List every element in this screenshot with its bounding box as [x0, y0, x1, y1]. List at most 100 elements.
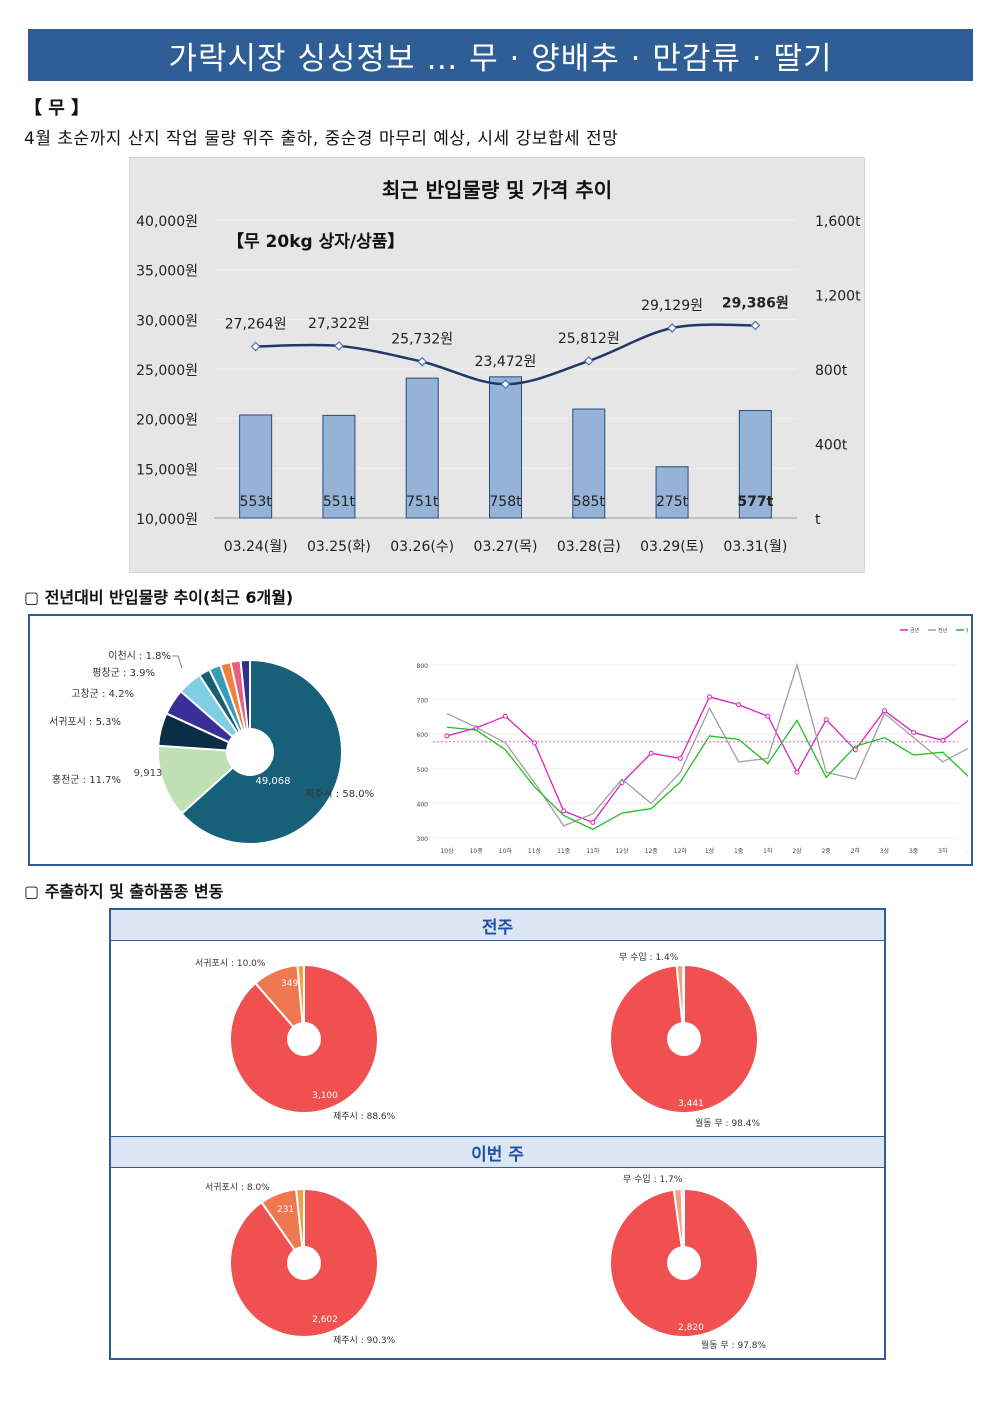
price-label: 29,129원	[641, 298, 703, 314]
pie-value-label: 2,602	[312, 1315, 338, 1325]
x-tick: 2상	[792, 847, 802, 855]
pie-value-label: 3,100	[312, 1091, 338, 1101]
pie-slice	[680, 1187, 685, 1264]
bar-label: 275t	[656, 494, 689, 510]
bar-label: 577t	[737, 494, 773, 510]
this-week-band: 이번 주	[111, 1136, 884, 1168]
this-week-variety-pie: 무 수입 : 1.7% 2,820 월동 무 : 97.8%	[609, 1173, 766, 1351]
x-tick: 12상	[615, 847, 629, 855]
price-label: 29,386원	[722, 295, 789, 311]
pie-outer-label: 제주시 : 58.0%	[305, 788, 374, 800]
y-tick: 700	[417, 698, 429, 705]
x-tick: 1중	[734, 848, 744, 855]
x-tick: 2중	[821, 848, 831, 855]
prev-week-band: 전주	[111, 910, 884, 941]
price-point	[334, 341, 344, 351]
legend-label: 평년	[966, 627, 968, 634]
price-point	[667, 323, 677, 333]
x-tick: 4상	[967, 847, 968, 855]
yearly-line-chart: 800 700 600 500 400 300 10상 10중 10하 11상 11중 11하 12상 1…	[417, 627, 968, 855]
bar-label: 751t	[406, 494, 439, 510]
x-tick: 1상	[705, 847, 715, 855]
price-point	[583, 356, 594, 366]
pie-slice	[296, 963, 305, 1040]
pie-outer-label: 고창군 : 4.2%	[71, 688, 134, 700]
series-point	[911, 729, 917, 735]
price-label: 25,732원	[391, 332, 453, 348]
pie-hole	[287, 1022, 321, 1056]
series-point	[590, 819, 596, 825]
pie-slice	[157, 744, 253, 816]
pie-outer-label: 월동 무 : 97.8%	[701, 1339, 766, 1351]
chart-inner-label: 【무 20kg 상자/상품】	[227, 231, 404, 252]
pie-outer-label: 제주시 : 88.6%	[333, 1111, 396, 1122]
prev-week-region-pie: 서귀포시 : 10.0% 349 3,100 제주시 : 88.6%	[195, 958, 396, 1122]
x-tick: 10상	[440, 847, 454, 855]
page-banner: 가락시장 싱싱정보 … 무 · 양배추 · 만감류 · 딸기	[28, 29, 973, 81]
pie-hole	[287, 1246, 321, 1280]
bar	[572, 408, 606, 519]
x-tick: 2하	[851, 847, 861, 855]
y-left-tick: 30,000원	[136, 313, 198, 329]
y-tick: 600	[417, 732, 429, 739]
x-tick: 1하	[763, 847, 773, 855]
y-right-tick: t	[815, 512, 821, 528]
section-label: 【 무 】	[24, 98, 90, 119]
y-right-tick: 800t	[815, 363, 848, 379]
y-left-tick: 40,000원	[136, 214, 198, 230]
series-line	[446, 662, 968, 827]
pie-outer-label: 서귀포시 : 5.3%	[49, 716, 121, 728]
pie-outer-label: 무 수입 : 1.7%	[623, 1173, 683, 1185]
y-tick: 300	[417, 836, 429, 843]
bar	[322, 414, 356, 519]
bar-label: 551t	[323, 494, 356, 510]
price-label: 23,472원	[475, 354, 537, 370]
pie-hole	[667, 1246, 701, 1280]
bar-label: 553t	[240, 494, 273, 510]
y-left-tick: 15,000원	[136, 462, 198, 478]
price-point	[500, 379, 511, 390]
x-tick: 12중	[645, 848, 659, 855]
series-point	[765, 713, 771, 719]
series-point	[648, 750, 654, 756]
y-left-tick: 25,000원	[136, 363, 198, 379]
series-point	[736, 702, 742, 708]
pie-outer-label: 서귀포시 : 10.0%	[195, 958, 266, 969]
x-tick-label: 03.27(목)	[474, 539, 538, 555]
legend-label: 전년	[938, 627, 948, 634]
pie-slice	[295, 1187, 305, 1264]
leader-line	[172, 655, 183, 669]
bar	[738, 410, 772, 519]
pie-outer-label: 서귀포시 : 8.0%	[205, 1182, 270, 1193]
series-point	[852, 747, 858, 753]
y-left-tick: 35,000원	[136, 264, 198, 280]
pie-outer-label: 이천시 : 1.8%	[108, 650, 171, 662]
prev-week-variety-pie: 무 수입 : 1.4% 3,441 월동 무 : 98.4%	[609, 951, 760, 1129]
series-point	[794, 769, 800, 775]
x-tick: 10하	[499, 847, 513, 855]
pie-slice	[682, 963, 685, 1040]
y-right-tick: 1,600t	[815, 214, 861, 230]
series-point	[502, 713, 508, 719]
series-point	[561, 808, 567, 814]
banner-title: 가락시장 싱싱정보 … 무 · 양배추 · 만감류 · 딸기	[168, 40, 833, 77]
shipping-panel: 전주 이번 주 서귀포시 : 10.0% 349 3,100 제주시 : 88.6% …	[109, 908, 886, 1360]
pie-slice	[609, 963, 759, 1114]
series-point	[677, 755, 683, 761]
price-point	[750, 320, 761, 331]
sub-heading-trend: ▢ 전년대비 반입물량 추이(최근 6개월)	[24, 588, 294, 607]
pie-value-label: 2,820	[678, 1323, 704, 1333]
bar	[655, 466, 689, 519]
y-left-tick: 10,000원	[136, 512, 198, 528]
price-label: 27,264원	[225, 317, 287, 333]
bar	[405, 377, 439, 519]
x-tick: 11하	[586, 847, 600, 855]
pie-hole	[667, 1022, 701, 1056]
series-point	[532, 740, 537, 746]
x-tick: 3하	[938, 847, 948, 855]
pie-outer-label: 무 수입 : 1.4%	[619, 951, 679, 963]
series-point	[940, 737, 946, 743]
pie-hole	[226, 728, 274, 776]
legend-label: 금년	[910, 627, 920, 634]
pie-value-label: 231	[277, 1205, 294, 1215]
